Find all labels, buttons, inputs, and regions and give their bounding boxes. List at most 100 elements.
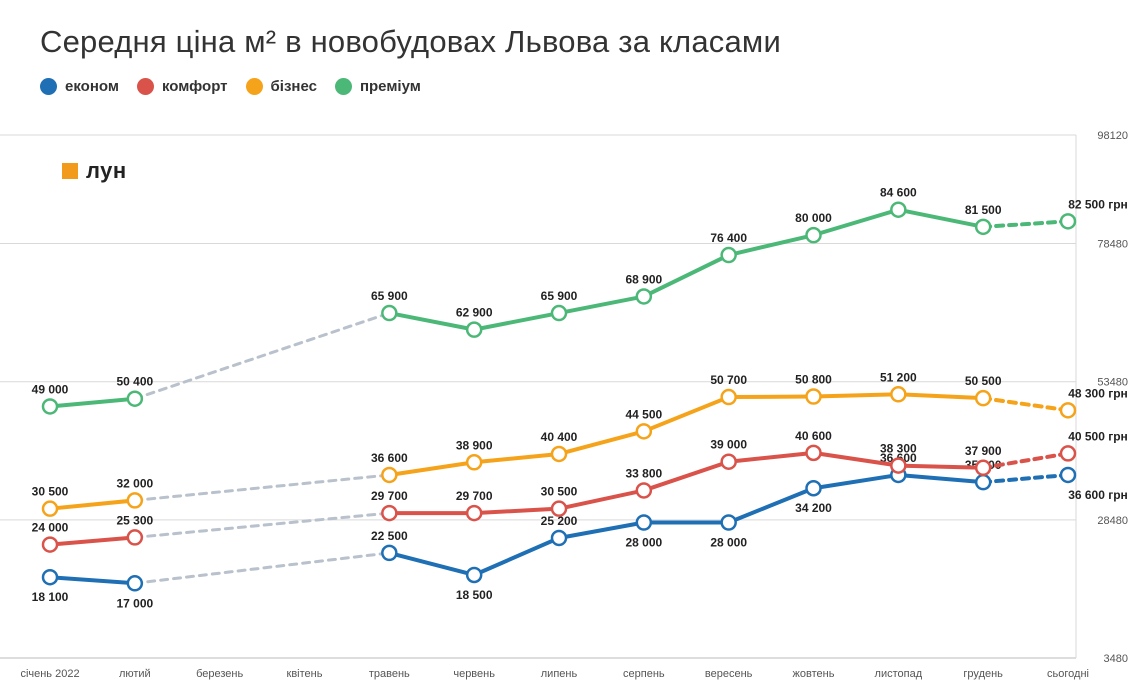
data-label-2-12: 48 300 грн	[1068, 386, 1128, 400]
data-point-0-4	[381, 544, 398, 562]
data-point-0-9	[805, 479, 822, 497]
data-point-3-11	[974, 218, 992, 236]
data-label-1-6: 30 500	[541, 485, 578, 499]
series-line-2-a	[49, 498, 136, 511]
data-label-2-9: 50 800	[795, 373, 832, 387]
data-label-1-8: 39 000	[710, 438, 747, 452]
x-tick-label: травень	[369, 668, 410, 680]
data-label-0-0: 18 100	[32, 590, 69, 604]
series-line-0-b	[388, 472, 984, 577]
data-point-1-9	[805, 444, 822, 462]
data-label-0-4: 22 500	[371, 529, 408, 543]
chart-title: Середня ціна м² в новобудовах Львова за …	[40, 24, 781, 59]
data-point-1-1	[126, 529, 144, 546]
data-point-2-11	[974, 389, 992, 407]
data-point-0-6	[550, 529, 568, 547]
legend-swatch-econom	[40, 78, 57, 95]
series-projection-3	[981, 219, 1070, 229]
data-point-3-7	[635, 288, 653, 305]
x-tick-label: листопад	[875, 668, 923, 680]
series-line-1-b	[389, 450, 984, 516]
data-label-2-10: 51 200	[880, 370, 917, 384]
data-point-1-10	[890, 457, 907, 474]
data-point-1-11	[974, 459, 992, 477]
data-point-0-0	[41, 568, 59, 586]
data-label-1-11: 37 900	[965, 444, 1002, 458]
data-point-1-7	[635, 482, 653, 499]
data-point-2-1	[126, 492, 144, 509]
data-label-0-9: 34 200	[795, 501, 832, 515]
data-label-2-5: 38 900	[456, 438, 493, 452]
legend-label-biznes: бізнес	[270, 78, 317, 95]
series-projection-0	[981, 472, 1070, 485]
x-tick-label: грудень	[963, 668, 1003, 680]
legend-item-econom[interactable]: економ	[40, 78, 119, 95]
data-label-1-4: 29 700	[371, 489, 408, 503]
series-line-1-a	[49, 535, 136, 547]
x-tick-label: квітень	[287, 668, 323, 680]
data-label-3-6: 65 900	[541, 289, 578, 303]
data-point-3-12	[1059, 213, 1077, 230]
legend-item-premium[interactable]: преміум	[334, 78, 421, 95]
data-label-3-5: 62 900	[456, 306, 493, 320]
data-point-1-6	[550, 500, 568, 517]
legend-item-komfort[interactable]: комфорт	[136, 78, 228, 95]
y-tick-label: 53480	[1097, 377, 1128, 389]
y-tick-label: 78480	[1097, 239, 1128, 251]
data-label-2-0: 30 500	[32, 485, 69, 499]
x-tick-label: серпень	[623, 668, 665, 680]
data-label-0-12: 36 600 грн	[1068, 488, 1128, 502]
data-point-2-6	[550, 445, 568, 463]
data-label-3-11: 81 500	[965, 203, 1002, 217]
data-label-2-1: 32 000	[116, 476, 153, 490]
data-point-3-8	[720, 246, 737, 264]
legend-item-biznes[interactable]: бізнес	[245, 78, 317, 95]
data-label-0-5: 18 500	[456, 588, 493, 602]
series-gap-3	[133, 311, 391, 401]
logo-text: лун	[86, 158, 127, 183]
data-label-2-7: 44 500	[625, 407, 662, 421]
logo-square-icon	[62, 163, 78, 179]
legend-swatch-premium	[334, 78, 352, 95]
data-point-3-0	[41, 398, 59, 415]
legend-label-econom: економ	[65, 78, 119, 95]
data-label-2-11: 50 500	[965, 374, 1002, 388]
series-projection-1	[981, 451, 1070, 470]
x-tick-label: вересень	[705, 668, 753, 680]
data-point-0-5	[465, 566, 483, 584]
legend-label-premium: преміум	[359, 78, 421, 95]
x-tick-label: жовтень	[793, 668, 835, 680]
y-tick-label: 3480	[1104, 653, 1128, 665]
legend-swatch-komfort	[136, 78, 154, 95]
x-tick-label: лютий	[119, 668, 151, 680]
data-label-1-10: 38 300	[880, 442, 917, 456]
data-label-0-8: 28 000	[710, 535, 747, 549]
x-tick-label: січень 2022	[20, 668, 79, 680]
data-point-2-5	[465, 454, 483, 471]
data-label-3-1: 50 400	[116, 375, 153, 389]
data-label-3-4: 65 900	[371, 289, 408, 303]
data-label-1-5: 29 700	[456, 489, 493, 503]
series-line-3-b	[388, 207, 984, 332]
data-label-3-8: 76 400	[710, 231, 747, 245]
data-label-3-12: 82 500 грн	[1068, 197, 1128, 211]
data-point-3-5	[465, 321, 483, 338]
data-label-3-7: 68 900	[625, 272, 662, 286]
data-point-3-6	[550, 304, 568, 322]
data-point-0-7	[635, 514, 653, 531]
data-point-0-1	[126, 575, 144, 592]
data-label-1-7: 33 800	[625, 466, 662, 480]
series-line-0-a	[49, 575, 135, 586]
brand-logo: лун	[62, 158, 127, 184]
legend: економ комфорт бізнес преміум	[40, 78, 421, 95]
x-tick-label: липень	[541, 668, 578, 680]
data-point-2-7	[635, 423, 653, 440]
series-projection-2	[981, 396, 1070, 413]
data-label-1-12: 40 500 грн	[1068, 429, 1128, 443]
data-label-3-10: 84 600	[880, 186, 917, 200]
series-gap-0	[133, 551, 391, 585]
data-point-0-11	[974, 473, 992, 491]
data-label-1-0: 24 000	[32, 521, 69, 535]
series-gap-2	[133, 473, 391, 502]
x-tick-label: сьогодні	[1047, 668, 1089, 680]
